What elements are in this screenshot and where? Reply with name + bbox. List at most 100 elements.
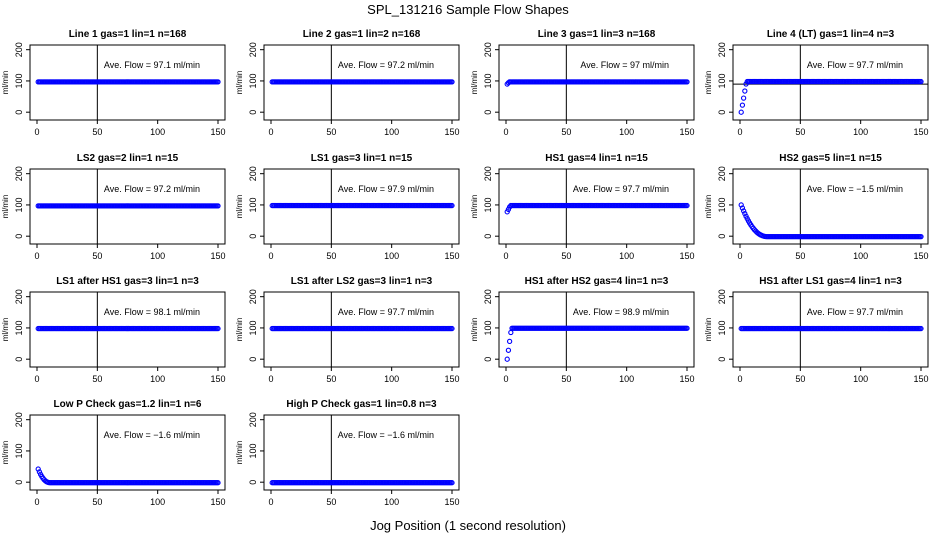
data-point — [918, 234, 924, 240]
avg-flow-annotation: Ave. Flow = 97.9 ml/min — [338, 184, 434, 194]
data-point — [506, 338, 513, 345]
y-tick-label: 100 — [248, 73, 258, 88]
plot-frame — [498, 44, 695, 121]
data-point — [449, 202, 455, 209]
y-axis-label: ml/min — [235, 71, 244, 95]
plot-frame — [29, 291, 226, 368]
panel-7: HS1 gas=4 lin=1 n=15 ml/min 0 100 200 0 50 100 1… — [470, 153, 695, 261]
panel-1: Line 1 gas=1 lin=1 n=168 ml/min 0 100 200 0 50… — [1, 29, 226, 137]
y-tick-label: 100 — [248, 320, 258, 335]
x-tick-label: 50 — [795, 127, 805, 137]
y-tick-label: 0 — [14, 357, 24, 362]
data-point — [215, 79, 221, 85]
panel-title: LS1 after HS1 gas=3 lin=1 n=3 — [56, 276, 199, 287]
panel-title: Line 1 gas=1 lin=1 n=168 — [69, 29, 187, 40]
y-tick-label: 200 — [14, 412, 24, 427]
x-tick-label: 0 — [268, 251, 273, 261]
panel-title: Line 3 gas=1 lin=3 n=168 — [538, 29, 656, 40]
x-tick-label: 0 — [268, 127, 273, 137]
x-tick-label: 0 — [268, 497, 273, 507]
data-point — [918, 325, 924, 332]
data-point — [742, 211, 748, 217]
x-tick-label: 100 — [150, 497, 165, 507]
avg-flow-annotation: Ave. Flow = 97 ml/min — [580, 60, 669, 70]
panel-5: LS2 gas=2 lin=1 n=15 ml/min 0 100 200 0 50 100 1… — [1, 153, 226, 261]
x-tick-label: 100 — [384, 251, 399, 261]
y-tick-label: 200 — [717, 289, 727, 304]
avg-flow-annotation: Ave. Flow = 98.9 ml/min — [573, 307, 669, 317]
panel-2: Line 2 gas=1 lin=2 n=168 ml/min 0 100 200 0 50… — [235, 29, 460, 137]
x-tick-label: 50 — [92, 251, 102, 261]
y-tick-label: 200 — [14, 289, 24, 304]
data-point — [449, 79, 455, 85]
y-tick-label: 100 — [483, 73, 493, 88]
data-point — [215, 480, 221, 486]
x-tick-label: 150 — [913, 251, 928, 261]
y-tick-label: 0 — [248, 234, 258, 239]
panel-title: HS2 gas=5 lin=1 n=15 — [779, 153, 882, 164]
x-tick-label: 50 — [92, 374, 102, 384]
x-tick-label: 150 — [679, 374, 694, 384]
panel-title: HS1 after HS2 gas=4 lin=1 n=3 — [525, 276, 669, 287]
data-point — [508, 329, 514, 336]
y-axis-label: ml/min — [1, 441, 10, 465]
y-axis-label: ml/min — [470, 71, 479, 95]
y-tick-label: 200 — [248, 42, 258, 57]
y-tick-label: 0 — [483, 357, 493, 362]
y-axis-label: ml/min — [704, 71, 713, 95]
y-tick-label: 100 — [717, 197, 727, 212]
x-tick-label: 100 — [150, 127, 165, 137]
data-point — [215, 325, 221, 332]
plot-frame — [29, 44, 226, 121]
x-tick-label: 0 — [503, 127, 508, 137]
x-tick-label: 150 — [679, 251, 694, 261]
x-tick-label: 100 — [619, 127, 634, 137]
x-tick-label: 0 — [34, 374, 39, 384]
data-point — [739, 205, 746, 211]
x-tick-label: 100 — [853, 127, 868, 137]
y-tick-label: 100 — [717, 320, 727, 335]
plot-frame — [732, 168, 929, 245]
y-tick-label: 0 — [14, 110, 24, 115]
x-tick-label: 100 — [853, 374, 868, 384]
x-tick-label: 0 — [268, 374, 273, 384]
y-tick-label: 200 — [717, 166, 727, 181]
x-tick-label: 150 — [210, 127, 225, 137]
y-tick-label: 100 — [248, 197, 258, 212]
y-tick-label: 200 — [483, 166, 493, 181]
y-tick-label: 0 — [483, 234, 493, 239]
plot-frame — [29, 168, 226, 245]
y-axis-label: ml/min — [235, 318, 244, 342]
y-axis-label: ml/min — [1, 318, 10, 342]
x-tick-label: 50 — [795, 374, 805, 384]
x-tick-label: 150 — [679, 127, 694, 137]
x-tick-label: 100 — [150, 251, 165, 261]
y-tick-label: 0 — [717, 234, 727, 239]
x-tick-label: 150 — [913, 374, 928, 384]
panel-13: Low P Check gas=1.2 lin=1 n=6 ml/min 0 100 2… — [1, 399, 226, 507]
panel-3: Line 3 gas=1 lin=3 n=168 ml/min 0 100 200 0 50… — [470, 29, 695, 137]
x-tick-label: 50 — [92, 497, 102, 507]
x-tick-label: 50 — [92, 127, 102, 137]
x-tick-label: 0 — [34, 251, 39, 261]
x-tick-label: 0 — [34, 497, 39, 507]
panel-12: HS1 after LS1 gas=4 lin=1 n=3 ml/min 0 100 2… — [704, 276, 929, 384]
y-axis-label: ml/min — [704, 318, 713, 342]
y-tick-label: 0 — [14, 234, 24, 239]
x-tick-label: 100 — [853, 251, 868, 261]
panel-title: LS2 gas=2 lin=1 n=15 — [77, 153, 179, 164]
y-axis-label: ml/min — [470, 318, 479, 342]
y-tick-label: 200 — [483, 42, 493, 57]
x-tick-label: 150 — [444, 497, 459, 507]
plot-frame — [263, 291, 460, 368]
y-tick-label: 100 — [483, 320, 493, 335]
x-tick-label: 0 — [737, 251, 742, 261]
avg-flow-annotation: Ave. Flow = 98.1 ml/min — [104, 307, 200, 317]
plot-frame — [263, 414, 460, 491]
y-tick-label: 0 — [717, 110, 727, 115]
y-axis-label: ml/min — [704, 195, 713, 219]
plot-frame — [263, 168, 460, 245]
x-tick-label: 150 — [444, 251, 459, 261]
x-tick-label: 0 — [34, 127, 39, 137]
data-point — [684, 325, 690, 331]
